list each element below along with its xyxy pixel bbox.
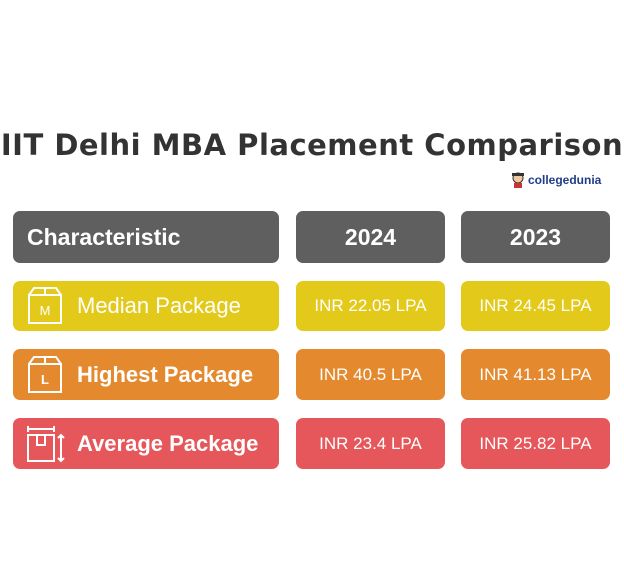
- icon-letter: M: [40, 303, 51, 318]
- value-text: INR 24.45 LPA: [479, 296, 592, 315]
- value-cell: INR 41.13 LPA: [461, 349, 610, 400]
- header-cell: 2023: [461, 211, 610, 263]
- row-label: Median Package: [77, 293, 241, 318]
- icon-part: [27, 425, 65, 462]
- value-text: INR 25.82 LPA: [479, 433, 592, 453]
- value-text: INR 22.05 LPA: [314, 296, 427, 315]
- title: IIT Delhi MBA Placement Comparison: [0, 128, 624, 162]
- brand-logo: collegedunia: [511, 171, 601, 189]
- icon-part: [28, 287, 62, 296]
- value-cell: INR 25.82 LPA: [461, 418, 610, 469]
- icon-letter: L: [41, 372, 49, 387]
- row-label-cell: M Median Package: [13, 281, 279, 331]
- row-label-cell: Average Package: [13, 418, 279, 469]
- row-icon: M: [28, 287, 62, 324]
- brand-name: collegedunia: [528, 173, 602, 187]
- header-text: 2023: [509, 223, 562, 250]
- value-text: INR 23.4 LPA: [319, 433, 422, 453]
- value-cell: INR 24.45 LPA: [461, 281, 610, 331]
- row-label: Average Package: [77, 430, 259, 456]
- value-text: INR 40.5 LPA: [319, 364, 422, 384]
- icon-part: [28, 355, 62, 365]
- header-text: Characteristic: [27, 223, 181, 250]
- header-text: 2024: [344, 223, 397, 250]
- row-label: Highest Package: [77, 361, 254, 387]
- value-text: INR 41.13 LPA: [479, 364, 592, 384]
- row-icon: [27, 425, 65, 462]
- row-label-cell: L Highest Package: [13, 349, 279, 400]
- value-cell: INR 23.4 LPA: [296, 418, 445, 469]
- header-cell: 2024: [296, 211, 445, 263]
- value-cell: INR 22.05 LPA: [296, 281, 445, 331]
- value-cell: INR 40.5 LPA: [296, 349, 445, 400]
- icon-part: [27, 433, 55, 462]
- row-icon: L: [28, 355, 62, 393]
- brand-icon: [512, 172, 524, 188]
- header-cell: Characteristic: [13, 211, 279, 263]
